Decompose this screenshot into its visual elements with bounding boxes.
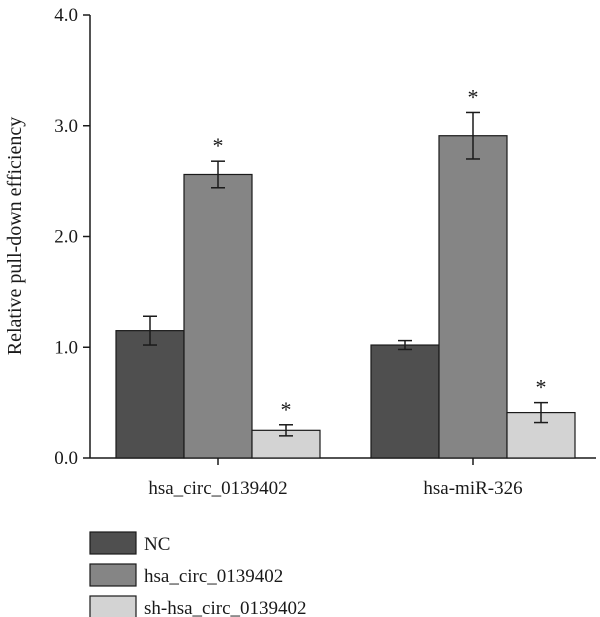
error-bar [279, 424, 293, 437]
bar [115, 330, 185, 459]
legend-label: hsa_circ_0139402 [144, 566, 283, 587]
x-tick-label: hsa_circ_0139402 [148, 478, 287, 499]
bar [251, 429, 321, 459]
error-bar [534, 401, 548, 424]
significance-marker: * [536, 375, 547, 400]
bar [183, 173, 253, 459]
error-bar [143, 315, 157, 346]
legend-swatch [89, 531, 137, 555]
legend-item: NC [89, 531, 170, 555]
plot-area: 0.0 1.0 2.0 3.0 4.0 * * hsa_circ_0139402 * * hsa-m… [54, 5, 596, 499]
y-tick-label: 4.0 [54, 5, 78, 26]
y-tick-label: 1.0 [54, 337, 78, 358]
error-bar [211, 160, 225, 189]
x-tick-label: hsa-miR-326 [423, 478, 522, 499]
significance-marker: * [281, 397, 292, 422]
y-axis-label: Relative pull-down efficiency [4, 117, 26, 355]
legend-item: sh-hsa_circ_0139402 [89, 595, 307, 617]
legend-swatch [89, 595, 137, 617]
y-tick-label: 0.0 [54, 448, 78, 469]
significance-marker: * [468, 84, 479, 109]
bar [438, 135, 508, 459]
bar [370, 344, 440, 459]
y-tick-label: 2.0 [54, 227, 78, 248]
legend-label: sh-hsa_circ_0139402 [144, 598, 307, 617]
y-tick-label: 3.0 [54, 116, 78, 137]
error-bar [398, 339, 412, 351]
legend-label: NC [144, 534, 170, 555]
significance-marker: * [213, 133, 224, 158]
legend-item: hsa_circ_0139402 [89, 563, 283, 587]
legend: NC hsa_circ_0139402 sh-hsa_circ_0139402 [89, 531, 307, 617]
error-bar [466, 111, 480, 160]
legend-swatch [89, 563, 137, 587]
